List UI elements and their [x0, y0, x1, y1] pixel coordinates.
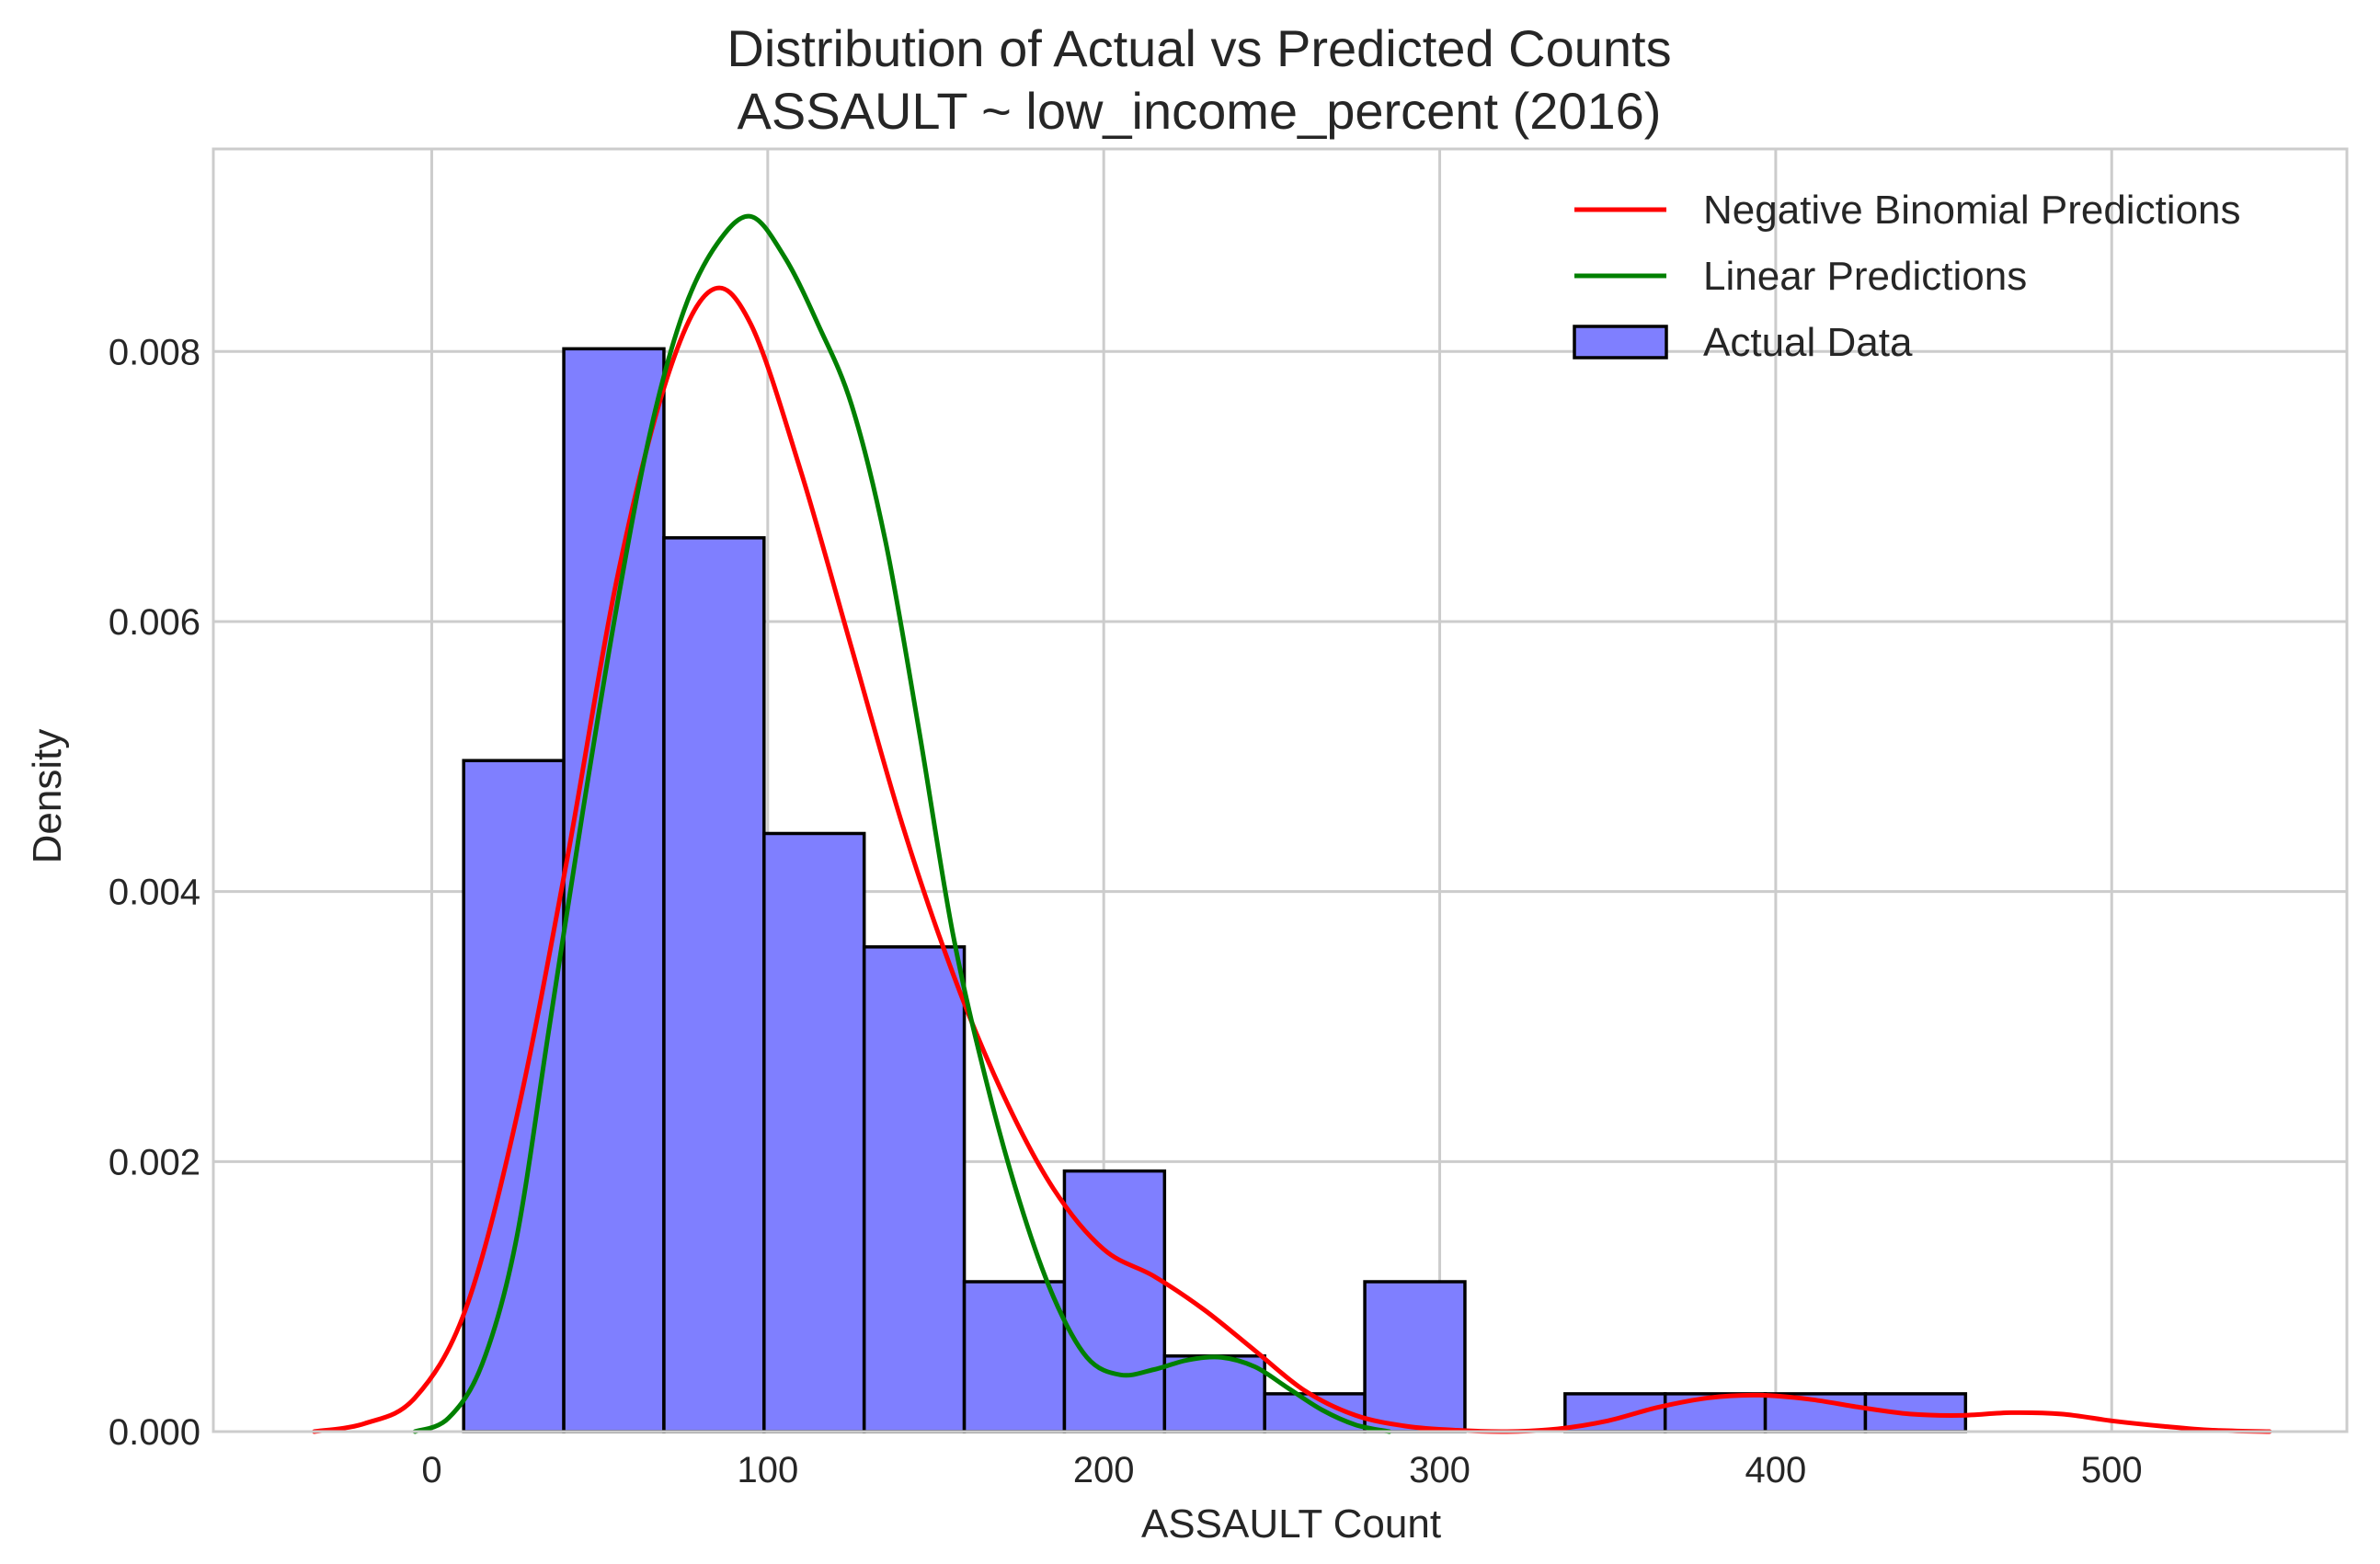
- y-tick-label: 0.002: [109, 1142, 200, 1182]
- histogram-bar: [762, 831, 866, 1433]
- plot-frame: [212, 147, 2349, 1433]
- negative-binomial-curve: [312, 285, 2272, 1434]
- legend-label: Linear Predictions: [1703, 254, 2027, 299]
- legend-label: Negative Binomial Predictions: [1703, 188, 2241, 233]
- x-tick-label: 200: [1073, 1450, 1135, 1490]
- histogram-bar: [462, 759, 566, 1433]
- histogram-bar: [1663, 1392, 1768, 1433]
- y-tick-label: 0.008: [109, 332, 200, 372]
- y-tick-label: 0.004: [109, 873, 200, 913]
- linear-predictions-curve: [412, 213, 1392, 1434]
- legend: Negative Binomial Predictions Linear Pred…: [1573, 188, 2241, 365]
- histogram-bar: [1363, 1280, 1467, 1433]
- x-tick-label: 500: [2081, 1450, 2143, 1490]
- y-tick-label: 0.006: [109, 602, 200, 643]
- prediction-curves: [312, 213, 2272, 1434]
- x-axis-label: ASSAULT Count: [1141, 1501, 1441, 1547]
- histogram-bar: [1162, 1354, 1266, 1433]
- y-axis-label: Density: [25, 729, 70, 864]
- y-tick-label: 0.000: [109, 1412, 200, 1453]
- histogram-bar: [662, 536, 766, 1433]
- chart-title: Distribution of Actual vs Predicted Coun…: [727, 19, 1671, 77]
- chart-subtitle: ASSAULT ~ low_income_percent (2016): [738, 82, 1662, 140]
- histogram-bar: [862, 945, 967, 1433]
- legend-patch-swatch: [1573, 325, 1668, 360]
- axis-ticks: 0 100 200 300 400 500 0.000 0.002 0.004 0.006 0.00…: [109, 332, 2143, 1490]
- x-tick-label: 100: [737, 1450, 798, 1490]
- x-tick-label: 300: [1409, 1450, 1470, 1490]
- legend-label: Actual Data: [1703, 320, 1913, 365]
- x-tick-label: 400: [1745, 1450, 1807, 1490]
- histogram-bar: [962, 1280, 1067, 1433]
- histogram-bar: [1062, 1169, 1167, 1433]
- histogram-bars: [462, 347, 1968, 1433]
- x-tick-label: 0: [421, 1450, 441, 1490]
- histogram-bar: [562, 347, 666, 1433]
